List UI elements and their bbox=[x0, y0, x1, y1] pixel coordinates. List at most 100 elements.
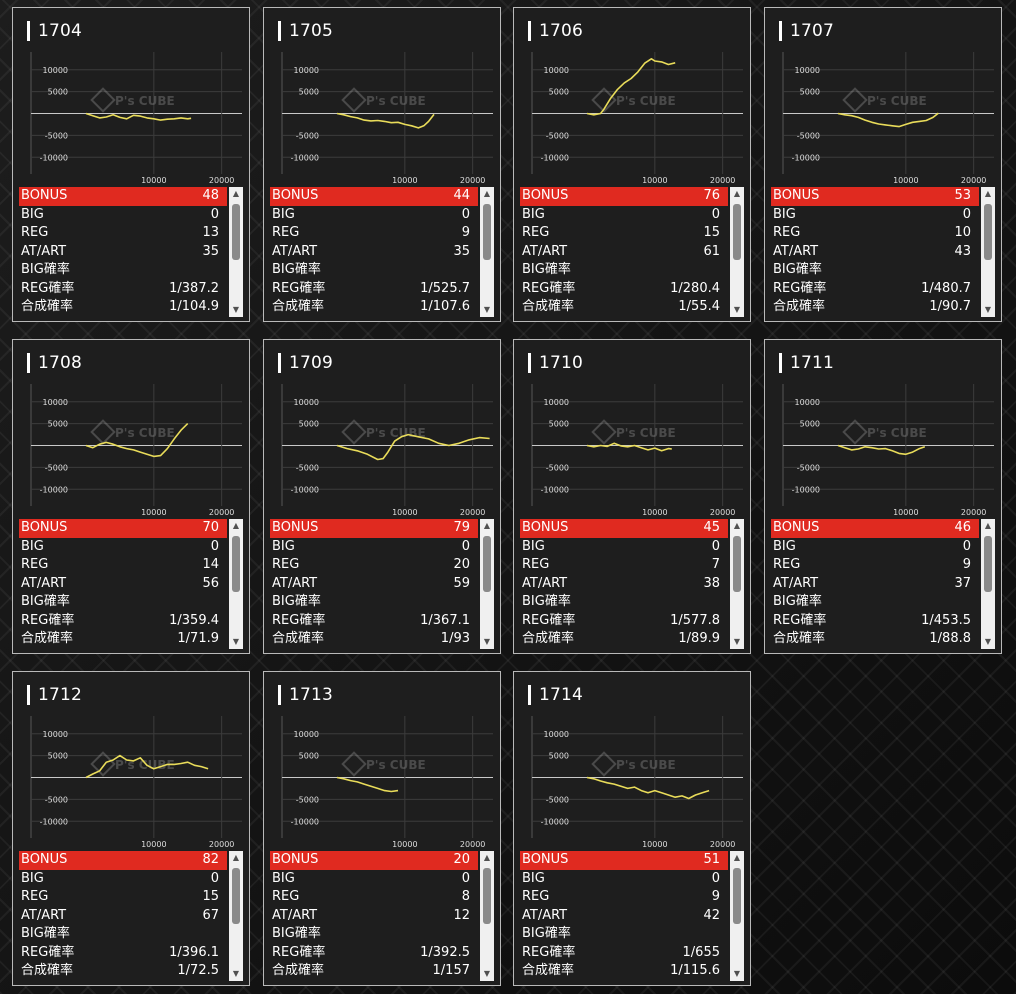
stat-label: AT/ART bbox=[773, 243, 819, 259]
scroll-up-icon[interactable]: ▲ bbox=[483, 521, 491, 530]
scroll-thumb[interactable] bbox=[733, 536, 741, 592]
x-tick-label: 10000 bbox=[141, 508, 166, 517]
stats-scrollbar[interactable]: ▲ ▼ bbox=[730, 187, 744, 317]
stat-label: 合成確率 bbox=[21, 299, 74, 314]
machine-card-1708[interactable]: 1708 10000 5000 -5000 -10000 10000 20000 P's CU… bbox=[12, 339, 250, 654]
stats-scrollbar[interactable]: ▲ ▼ bbox=[229, 851, 243, 981]
machine-card-1709[interactable]: 1709 10000 5000 -5000 -10000 10000 20000 P's CU… bbox=[263, 339, 501, 654]
scroll-thumb[interactable] bbox=[984, 204, 992, 260]
scroll-down-icon[interactable]: ▼ bbox=[232, 637, 240, 646]
stats-scrollbar[interactable]: ▲ ▼ bbox=[730, 519, 744, 649]
stat-value: 9 bbox=[962, 557, 971, 572]
stat-value: 13 bbox=[202, 225, 219, 240]
y-tick-label: 10000 bbox=[294, 398, 319, 407]
stat-row: AT/ART 43 bbox=[771, 243, 979, 262]
y-tick-label: -10000 bbox=[40, 153, 68, 162]
machine-card-1706[interactable]: 1706 10000 5000 -5000 -10000 10000 20000 P's CU… bbox=[513, 7, 751, 322]
scroll-thumb[interactable] bbox=[733, 204, 741, 260]
stats-scrollbar[interactable]: ▲ ▼ bbox=[981, 187, 995, 317]
stats-list[interactable]: BONUS 48 BIG 0 REG 13 AT/ART 35 BIG確率 REG確率 1/387.… bbox=[19, 187, 243, 317]
stats-list[interactable]: BONUS 20 BIG 0 REG 8 AT/ART 12 BIG確率 REG確率 1/392.5… bbox=[270, 851, 494, 981]
stat-row: BIG確率 bbox=[270, 925, 478, 944]
scroll-up-icon[interactable]: ▲ bbox=[232, 189, 240, 198]
stats-list[interactable]: BONUS 76 BIG 0 REG 15 AT/ART 61 BIG確率 REG確率 1/280.… bbox=[520, 187, 744, 317]
scroll-down-icon[interactable]: ▼ bbox=[483, 637, 491, 646]
scroll-up-icon[interactable]: ▲ bbox=[733, 189, 741, 198]
stats-list[interactable]: BONUS 46 BIG 0 REG 9 AT/ART 37 BIG確率 REG確率 1/453.5… bbox=[771, 519, 995, 649]
stat-row: REG 8 bbox=[270, 888, 478, 907]
stats-list[interactable]: BONUS 79 BIG 0 REG 20 AT/ART 59 BIG確率 REG確率 1/367.… bbox=[270, 519, 494, 649]
stats-scrollbar[interactable]: ▲ ▼ bbox=[981, 519, 995, 649]
stats-scrollbar[interactable]: ▲ ▼ bbox=[480, 851, 494, 981]
scroll-up-icon[interactable]: ▲ bbox=[984, 521, 992, 530]
machine-card-1707[interactable]: 1707 10000 5000 -5000 -10000 10000 20000 P's CU… bbox=[764, 7, 1002, 322]
scroll-down-icon[interactable]: ▼ bbox=[733, 305, 741, 314]
machine-card-1710[interactable]: 1710 10000 5000 -5000 -10000 10000 20000 P's CU… bbox=[513, 339, 751, 654]
scroll-up-icon[interactable]: ▲ bbox=[733, 853, 741, 862]
scroll-down-icon[interactable]: ▼ bbox=[232, 305, 240, 314]
scroll-thumb[interactable] bbox=[483, 204, 491, 260]
scroll-down-icon[interactable]: ▼ bbox=[232, 969, 240, 978]
bonus-row: BONUS 79 bbox=[270, 519, 478, 538]
title-accent-bar bbox=[779, 353, 782, 373]
stat-label: 合成確率 bbox=[21, 963, 74, 978]
x-tick-label: 10000 bbox=[392, 176, 417, 185]
stats-list[interactable]: BONUS 70 BIG 0 REG 14 AT/ART 56 BIG確率 REG確率 1/359.… bbox=[19, 519, 243, 649]
machine-card-1714[interactable]: 1714 10000 5000 -5000 -10000 10000 20000 P's CU… bbox=[513, 671, 751, 986]
stat-value: 35 bbox=[453, 243, 470, 259]
stats-list[interactable]: BONUS 45 BIG 0 REG 7 AT/ART 38 BIG確率 REG確率 1/577.8… bbox=[520, 519, 744, 649]
stat-value: 0 bbox=[711, 206, 720, 222]
stat-row: REG確率 1/453.5 bbox=[771, 612, 979, 631]
stats-scrollbar[interactable]: ▲ ▼ bbox=[480, 519, 494, 649]
scroll-up-icon[interactable]: ▲ bbox=[733, 521, 741, 530]
scroll-thumb[interactable] bbox=[733, 868, 741, 924]
scroll-thumb[interactable] bbox=[232, 868, 240, 924]
stat-label: 合成確率 bbox=[773, 299, 826, 314]
scroll-up-icon[interactable]: ▲ bbox=[483, 189, 491, 198]
stats-scrollbar[interactable]: ▲ ▼ bbox=[480, 187, 494, 317]
scroll-down-icon[interactable]: ▼ bbox=[984, 637, 992, 646]
machine-card-1713[interactable]: 1713 10000 5000 -5000 -10000 10000 20000 P's CU… bbox=[263, 671, 501, 986]
stats-scrollbar[interactable]: ▲ ▼ bbox=[229, 187, 243, 317]
stat-row: BIG 0 bbox=[771, 206, 979, 225]
scroll-down-icon[interactable]: ▼ bbox=[483, 969, 491, 978]
title-accent-bar bbox=[278, 685, 281, 705]
stat-value: 1/90.7 bbox=[929, 299, 971, 314]
scroll-thumb[interactable] bbox=[984, 536, 992, 592]
stat-label: REG確率 bbox=[773, 280, 827, 296]
machine-card-1704[interactable]: 1704 10000 5000 -5000 -10000 10000 20000 P's CU… bbox=[12, 7, 250, 322]
stat-row: AT/ART 35 bbox=[270, 243, 478, 262]
machine-card-1711[interactable]: 1711 10000 5000 -5000 -10000 10000 20000 P's CU… bbox=[764, 339, 1002, 654]
x-tick-label: 20000 bbox=[460, 176, 485, 185]
stat-label: AT/ART bbox=[522, 243, 568, 259]
stat-row: BIG確率 bbox=[520, 593, 728, 612]
machine-card-1712[interactable]: 1712 10000 5000 -5000 -10000 10000 20000 P's CU… bbox=[12, 671, 250, 986]
scroll-up-icon[interactable]: ▲ bbox=[984, 189, 992, 198]
y-tick-label: -5000 bbox=[45, 795, 68, 804]
scroll-thumb[interactable] bbox=[483, 536, 491, 592]
scroll-down-icon[interactable]: ▼ bbox=[733, 969, 741, 978]
stats-list[interactable]: BONUS 82 BIG 0 REG 15 AT/ART 67 BIG確率 REG確率 1/396.… bbox=[19, 851, 243, 981]
stats-scrollbar[interactable]: ▲ ▼ bbox=[730, 851, 744, 981]
scroll-down-icon[interactable]: ▼ bbox=[733, 637, 741, 646]
stat-label: REG bbox=[773, 225, 801, 240]
scroll-down-icon[interactable]: ▼ bbox=[984, 305, 992, 314]
scroll-down-icon[interactable]: ▼ bbox=[483, 305, 491, 314]
cube-icon bbox=[591, 419, 617, 445]
stats-list[interactable]: BONUS 51 BIG 0 REG 9 AT/ART 42 BIG確率 REG確率 1/655 合成… bbox=[520, 851, 744, 981]
stat-label: REG bbox=[272, 557, 300, 572]
y-tick-label: -10000 bbox=[792, 485, 820, 494]
scroll-up-icon[interactable]: ▲ bbox=[483, 853, 491, 862]
stat-row: BIG 0 bbox=[771, 538, 979, 557]
scroll-up-icon[interactable]: ▲ bbox=[232, 853, 240, 862]
scroll-thumb[interactable] bbox=[232, 536, 240, 592]
y-tick-label: -5000 bbox=[296, 131, 319, 140]
watermark-logo: P's CUBE bbox=[842, 419, 927, 445]
stats-list[interactable]: BONUS 53 BIG 0 REG 10 AT/ART 43 BIG確率 REG確率 1/480.… bbox=[771, 187, 995, 317]
scroll-thumb[interactable] bbox=[483, 868, 491, 924]
scroll-up-icon[interactable]: ▲ bbox=[232, 521, 240, 530]
stats-scrollbar[interactable]: ▲ ▼ bbox=[229, 519, 243, 649]
scroll-thumb[interactable] bbox=[232, 204, 240, 260]
machine-card-1705[interactable]: 1705 10000 5000 -5000 -10000 10000 20000 P's CU… bbox=[263, 7, 501, 322]
stats-list[interactable]: BONUS 44 BIG 0 REG 9 AT/ART 35 BIG確率 REG確率 1/525.7… bbox=[270, 187, 494, 317]
